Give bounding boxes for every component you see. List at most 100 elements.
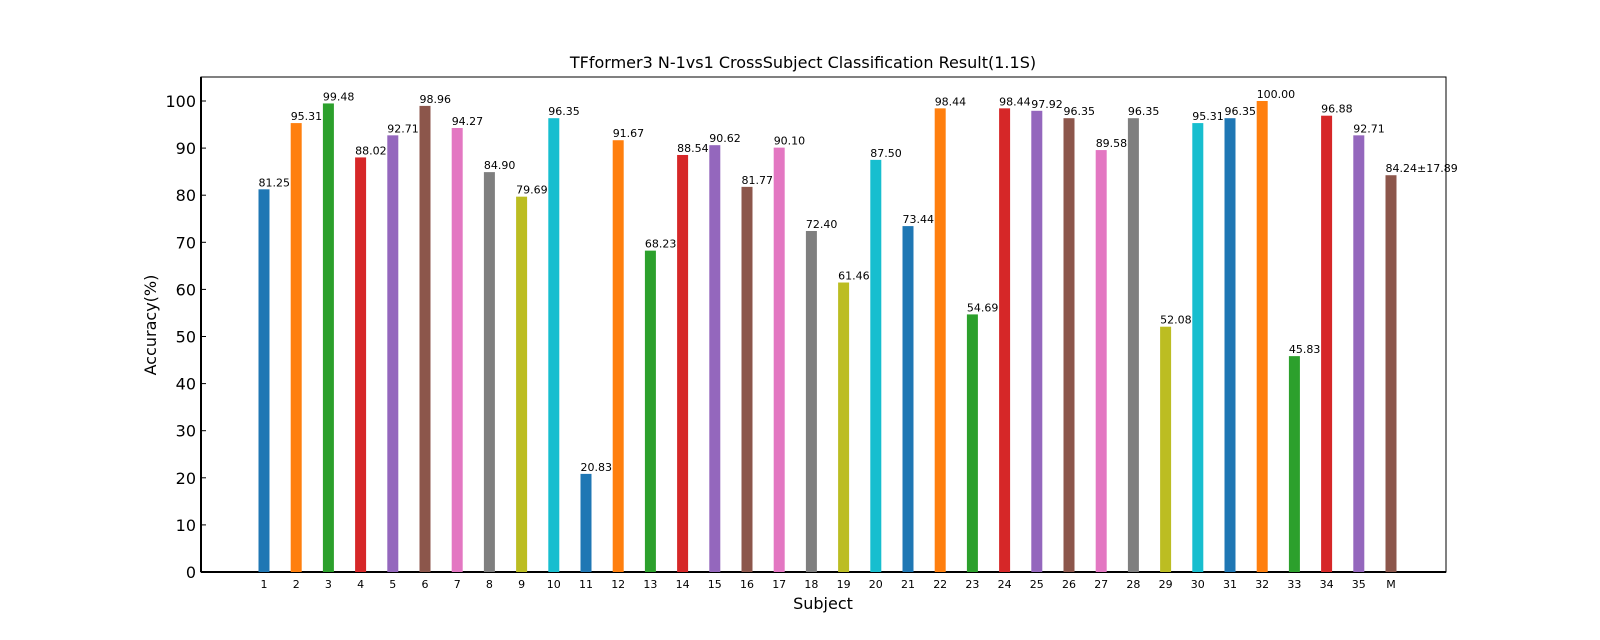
x-axis-label: Subject bbox=[793, 594, 853, 613]
bar bbox=[1385, 175, 1397, 572]
data-label: 84.24±17.89 bbox=[1386, 162, 1458, 175]
bar bbox=[483, 172, 495, 572]
bar bbox=[902, 226, 914, 572]
bar bbox=[451, 127, 463, 573]
y-tick-label: 80 bbox=[176, 186, 196, 205]
data-labels: 81.2595.3199.4888.0292.7198.9694.2784.90… bbox=[259, 88, 1458, 474]
x-tick-label: 15 bbox=[708, 578, 722, 591]
chart-title: TFformer3 N-1vs1 CrossSubject Classifica… bbox=[569, 53, 1036, 72]
bar bbox=[1288, 356, 1300, 572]
x-tick-label: 4 bbox=[357, 578, 364, 591]
bar bbox=[419, 105, 431, 572]
data-label: 81.25 bbox=[259, 176, 291, 189]
bar bbox=[966, 314, 978, 572]
data-label: 96.35 bbox=[1225, 105, 1257, 118]
x-tick-label: 14 bbox=[676, 578, 690, 591]
y-axis-ticks: 0 10 20 30 40 50 60 70 80 90 100 bbox=[165, 92, 206, 582]
bar bbox=[677, 154, 689, 572]
data-label: 92.71 bbox=[387, 122, 419, 135]
bar bbox=[1127, 118, 1139, 572]
bar bbox=[1063, 118, 1075, 572]
data-label: 92.71 bbox=[1353, 122, 1385, 135]
x-tick-label: 35 bbox=[1352, 578, 1366, 591]
data-label: 96.88 bbox=[1321, 103, 1353, 116]
bar bbox=[548, 118, 560, 572]
x-tick-label: 1 bbox=[261, 578, 268, 591]
bar bbox=[999, 108, 1011, 573]
bar bbox=[387, 135, 399, 572]
data-label: 98.44 bbox=[935, 95, 967, 108]
x-tick-label: 13 bbox=[643, 578, 657, 591]
bar bbox=[580, 473, 592, 572]
x-tick-label: 26 bbox=[1062, 578, 1076, 591]
data-label: 99.48 bbox=[323, 90, 355, 103]
bar bbox=[322, 103, 334, 572]
bar bbox=[1192, 123, 1204, 572]
x-tick-label: 21 bbox=[901, 578, 915, 591]
y-tick-label: 60 bbox=[176, 280, 196, 299]
bar bbox=[290, 123, 302, 572]
y-tick-label: 0 bbox=[186, 563, 196, 582]
x-tick-label: 6 bbox=[422, 578, 429, 591]
data-label: 88.54 bbox=[677, 142, 709, 155]
data-label: 90.62 bbox=[709, 132, 741, 145]
x-tick-label: 29 bbox=[1159, 578, 1173, 591]
data-label: 20.83 bbox=[581, 461, 613, 474]
data-label: 89.58 bbox=[1096, 137, 1128, 150]
x-tick-label: 20 bbox=[869, 578, 883, 591]
x-tick-label: 11 bbox=[579, 578, 593, 591]
bars bbox=[258, 101, 1397, 573]
data-label: 88.02 bbox=[355, 144, 387, 157]
bar bbox=[805, 230, 817, 572]
data-label: 90.10 bbox=[774, 135, 806, 148]
x-tick-label: 17 bbox=[772, 578, 786, 591]
y-tick-label: 20 bbox=[176, 469, 196, 488]
bar bbox=[1031, 110, 1043, 572]
data-label: 84.90 bbox=[484, 159, 516, 172]
data-label: 68.23 bbox=[645, 238, 677, 251]
data-label: 73.44 bbox=[903, 213, 935, 226]
y-tick-label: 10 bbox=[176, 516, 196, 535]
x-tick-label: 33 bbox=[1287, 578, 1301, 591]
data-label: 98.96 bbox=[420, 93, 452, 106]
bar bbox=[355, 157, 367, 573]
bar bbox=[258, 189, 270, 572]
data-label: 91.67 bbox=[613, 127, 645, 140]
x-tick-label: 27 bbox=[1094, 578, 1108, 591]
x-tick-label: 12 bbox=[611, 578, 625, 591]
x-tick-label: 32 bbox=[1255, 578, 1269, 591]
bar bbox=[1353, 135, 1365, 572]
x-tick-label: 2 bbox=[293, 578, 300, 591]
x-tick-label: 30 bbox=[1191, 578, 1205, 591]
bar bbox=[612, 140, 624, 572]
x-tick-label: 23 bbox=[965, 578, 979, 591]
x-tick-label: 3 bbox=[325, 578, 332, 591]
x-tick-label: 25 bbox=[1030, 578, 1044, 591]
bar bbox=[709, 145, 721, 572]
x-tick-label: 24 bbox=[998, 578, 1012, 591]
y-axis-label: Accuracy(%) bbox=[141, 275, 160, 376]
data-label: 95.31 bbox=[291, 110, 323, 123]
bar bbox=[1321, 115, 1333, 573]
x-tick-label: 22 bbox=[933, 578, 947, 591]
data-label: 96.35 bbox=[1128, 105, 1160, 118]
x-tick-label: 34 bbox=[1320, 578, 1334, 591]
x-tick-label: 18 bbox=[804, 578, 818, 591]
x-tick-label: 28 bbox=[1126, 578, 1140, 591]
bar bbox=[773, 147, 785, 572]
data-label: 54.69 bbox=[967, 301, 999, 314]
data-label: 98.44 bbox=[999, 95, 1031, 108]
y-tick-label: 50 bbox=[176, 328, 196, 347]
x-tick-label: 19 bbox=[837, 578, 851, 591]
x-tick-label: 5 bbox=[389, 578, 396, 591]
data-label: 97.92 bbox=[1031, 98, 1063, 111]
x-tick-label: 8 bbox=[486, 578, 493, 591]
data-label: 87.50 bbox=[870, 147, 902, 160]
data-label: 52.08 bbox=[1160, 314, 1192, 327]
bar bbox=[870, 159, 882, 572]
bar bbox=[516, 196, 528, 572]
y-tick-label: 30 bbox=[176, 422, 196, 441]
x-tick-label: 31 bbox=[1223, 578, 1237, 591]
x-tick-label: 16 bbox=[740, 578, 754, 591]
